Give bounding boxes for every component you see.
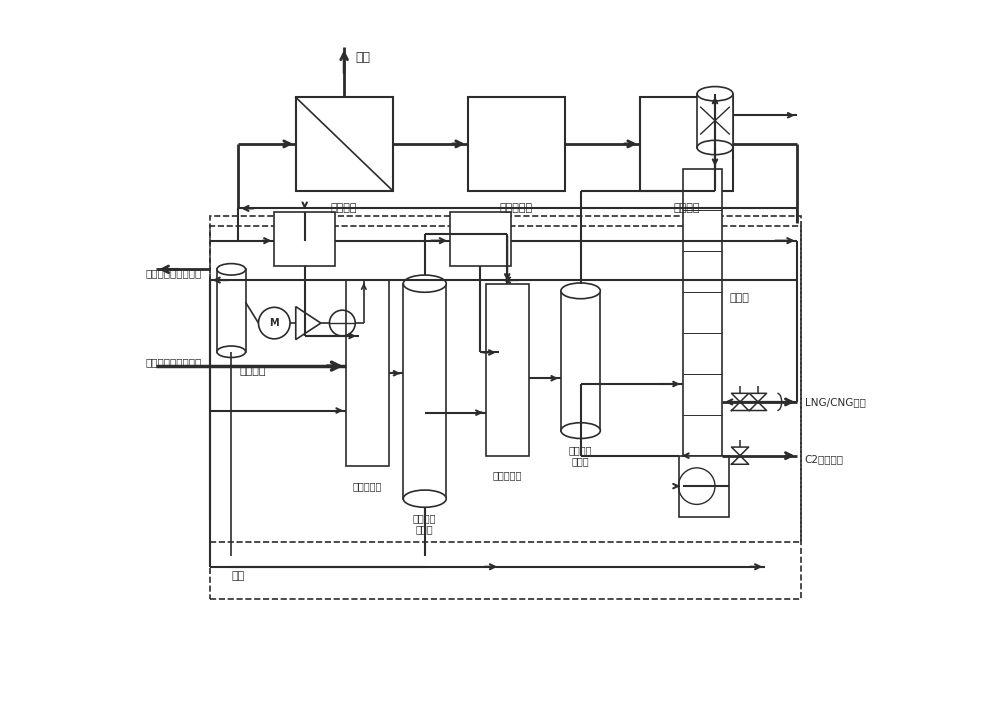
- Text: 甲醇制烯烃甲烷尾气: 甲醇制烯烃甲烷尾气: [145, 357, 202, 368]
- Bar: [210, 226, 801, 542]
- Bar: [697, 94, 733, 147]
- Text: 提氢单元: 提氢单元: [331, 204, 357, 213]
- Bar: [683, 169, 722, 456]
- Bar: [210, 215, 801, 599]
- Ellipse shape: [561, 283, 600, 299]
- Text: 尾气并入再生气系统: 尾气并入再生气系统: [145, 268, 202, 278]
- Text: 甲烷化单元: 甲烷化单元: [500, 204, 533, 213]
- Ellipse shape: [697, 141, 733, 154]
- Ellipse shape: [561, 423, 600, 439]
- Text: 二级换热器: 二级换热器: [492, 470, 522, 480]
- Bar: [561, 291, 600, 431]
- Text: C2以上混烃: C2以上混烃: [805, 455, 844, 464]
- Text: 冷箱: 冷箱: [231, 571, 245, 581]
- Text: 制冷单元: 制冷单元: [240, 366, 266, 376]
- Bar: [217, 269, 246, 352]
- Text: 一级气液
分离器: 一级气液 分离器: [413, 513, 437, 534]
- Bar: [274, 212, 335, 266]
- Bar: [486, 283, 529, 456]
- Bar: [346, 280, 389, 466]
- Text: 一级换热器: 一级换热器: [353, 481, 382, 491]
- Bar: [296, 97, 392, 191]
- Bar: [403, 283, 446, 499]
- Text: LNG/CNG产品: LNG/CNG产品: [805, 397, 865, 407]
- Ellipse shape: [403, 490, 446, 507]
- Ellipse shape: [217, 346, 246, 357]
- Ellipse shape: [217, 264, 246, 275]
- Text: 氢气: 氢气: [355, 51, 370, 65]
- Bar: [640, 97, 733, 191]
- Text: 干燥单元: 干燥单元: [673, 204, 700, 213]
- Bar: [450, 212, 511, 266]
- Ellipse shape: [697, 86, 733, 101]
- Text: 精馏塔: 精馏塔: [729, 293, 749, 303]
- Bar: [679, 456, 729, 517]
- Ellipse shape: [403, 275, 446, 292]
- Text: M: M: [269, 318, 279, 328]
- Text: 二级气液
分离器: 二级气液 分离器: [569, 445, 592, 466]
- Bar: [468, 97, 564, 191]
